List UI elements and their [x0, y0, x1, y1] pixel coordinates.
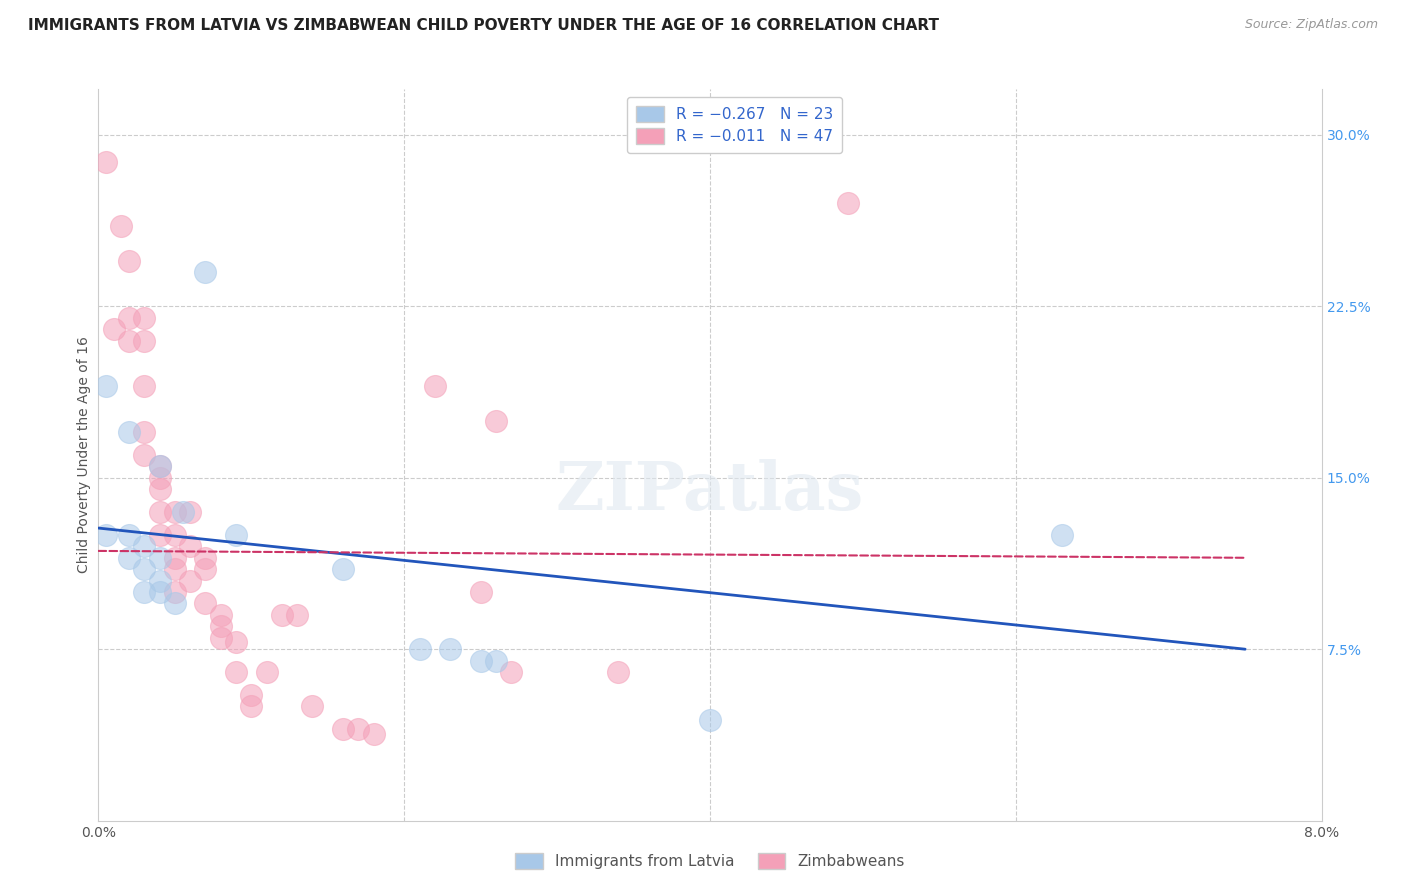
Point [118, 310, 141, 325]
Point [501, 665, 523, 679]
Point [149, 550, 172, 565]
Point [209, 607, 232, 622]
Point [94, 379, 117, 393]
Point [134, 310, 156, 325]
Point [163, 528, 186, 542]
Point [225, 635, 247, 649]
Point [209, 631, 232, 645]
Text: IMMIGRANTS FROM LATVIA VS ZIMBABWEAN CHILD POVERTY UNDER THE AGE OF 16 CORRELATI: IMMIGRANTS FROM LATVIA VS ZIMBABWEAN CHI… [28, 18, 939, 33]
Point [332, 562, 354, 576]
Point [149, 459, 172, 474]
Point [485, 654, 508, 668]
Point [470, 585, 492, 599]
Point [134, 334, 156, 348]
Point [285, 607, 308, 622]
Point [134, 448, 156, 462]
Point [470, 654, 492, 668]
Point [225, 528, 247, 542]
Point [607, 665, 630, 679]
Point [225, 665, 247, 679]
Legend: Immigrants from Latvia, Zimbabweans: Immigrants from Latvia, Zimbabweans [509, 847, 911, 875]
Text: ZIPatlas: ZIPatlas [555, 459, 865, 524]
Point [332, 723, 354, 737]
Point [347, 723, 370, 737]
Point [149, 459, 172, 474]
Point [163, 550, 186, 565]
Point [163, 585, 186, 599]
Y-axis label: Child Poverty Under the Age of 16: Child Poverty Under the Age of 16 [77, 336, 91, 574]
Point [149, 471, 172, 485]
Point [179, 539, 201, 553]
Point [194, 597, 217, 611]
Point [149, 482, 172, 496]
Point [163, 597, 186, 611]
Point [118, 253, 141, 268]
Text: Source: ZipAtlas.com: Source: ZipAtlas.com [1244, 18, 1378, 31]
Point [118, 550, 141, 565]
Point [118, 334, 141, 348]
Point [363, 727, 385, 741]
Point [163, 562, 186, 576]
Point [149, 528, 172, 542]
Point [179, 574, 201, 588]
Point [699, 713, 721, 727]
Point [837, 196, 859, 211]
Point [149, 574, 172, 588]
Point [134, 562, 156, 576]
Point [110, 219, 132, 234]
Point [194, 265, 217, 279]
Point [134, 425, 156, 439]
Point [439, 642, 461, 657]
Point [270, 607, 294, 622]
Point [1050, 528, 1073, 542]
Point [118, 528, 141, 542]
Point [163, 505, 186, 519]
Point [118, 425, 141, 439]
Point [134, 539, 156, 553]
Point [408, 642, 430, 657]
Point [240, 688, 263, 702]
Point [194, 550, 217, 565]
Point [134, 379, 156, 393]
Point [149, 505, 172, 519]
Point [209, 619, 232, 633]
Point [94, 155, 117, 169]
Point [179, 505, 201, 519]
Point [485, 414, 508, 428]
Point [256, 665, 278, 679]
Point [194, 562, 217, 576]
Point [134, 585, 156, 599]
Point [423, 379, 446, 393]
Point [240, 699, 263, 714]
Point [301, 699, 323, 714]
Point [172, 505, 194, 519]
Point [149, 585, 172, 599]
Point [94, 528, 117, 542]
Point [103, 322, 125, 336]
